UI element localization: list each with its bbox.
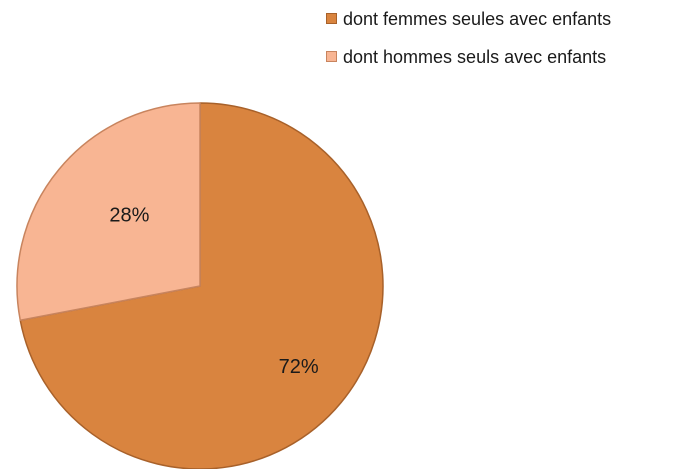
pie-data-labels: 72% 28% <box>109 204 319 378</box>
legend-swatch-hommes <box>326 51 337 62</box>
data-label-1: 28% <box>109 204 149 226</box>
pie-slice-0[interactable] <box>19 102 384 470</box>
legend-item-femmes[interactable]: dont femmes seules avec enfants <box>326 6 613 33</box>
data-label-0: 72% <box>279 356 319 378</box>
legend: dont femmes seules avec enfants dont hom… <box>326 6 671 82</box>
pie-slice-1[interactable] <box>16 102 201 322</box>
legend-label-hommes: dont hommes seuls avec enfants <box>343 47 607 67</box>
legend-item-hommes[interactable]: dont hommes seuls avec enfants <box>326 44 671 71</box>
legend-swatch-femmes <box>326 13 337 24</box>
legend-label-femmes: dont femmes seules avec enfants <box>343 9 612 29</box>
pie-slices <box>16 102 384 470</box>
